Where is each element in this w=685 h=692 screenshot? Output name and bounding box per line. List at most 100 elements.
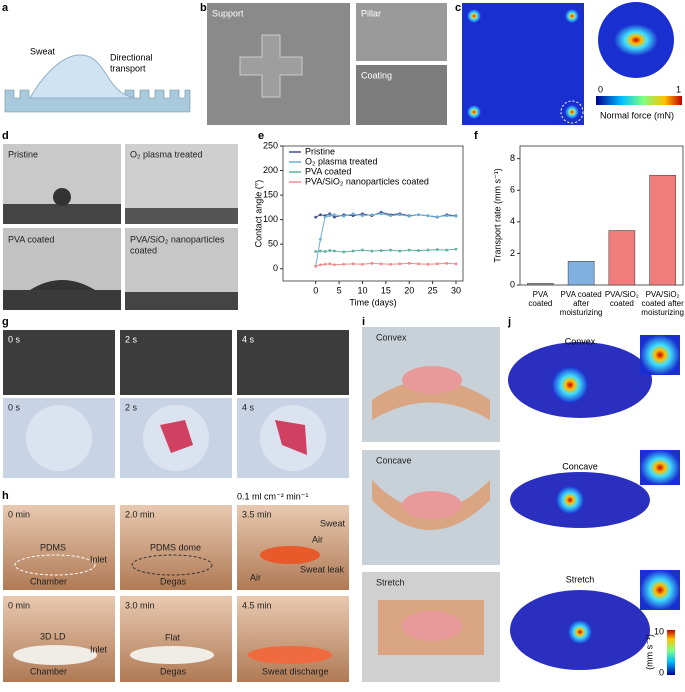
x-tick-label: PVA coated (561, 290, 602, 299)
label: transport (110, 63, 146, 73)
label: Coating (361, 70, 392, 80)
point (351, 249, 355, 253)
bar (567, 261, 595, 286)
point (328, 249, 332, 252)
y-tick-label: 50 (268, 239, 278, 249)
label: Directional (110, 52, 153, 62)
label: Sweat leak (300, 564, 345, 574)
bar (608, 230, 636, 286)
plot-frame (282, 145, 464, 282)
bar (649, 174, 676, 286)
y-tick-label: 6 (510, 185, 515, 195)
colorbar-title: Normal force (mN) (600, 110, 674, 120)
y-tick-label: 2 (510, 248, 515, 258)
x-tick-label: 20 (404, 285, 414, 295)
x-tick-label: after (573, 299, 589, 308)
y-tick-label: 150 (263, 189, 278, 199)
y-tick-label: 4 (510, 216, 515, 226)
label: 4 s (242, 402, 255, 412)
colorbar-label: 0 (659, 667, 664, 677)
point (361, 212, 364, 216)
panel-label: i (362, 316, 365, 328)
panel-a: Sweat Directional transport (4, 46, 191, 113)
point (435, 248, 439, 251)
point (314, 250, 318, 253)
label: Chamber (30, 666, 67, 676)
colorbar-label: 1 (676, 84, 681, 94)
point (370, 213, 374, 217)
label: 2.0 min (125, 509, 155, 519)
point (351, 214, 355, 218)
label: 3.5 min (242, 509, 272, 519)
panel-label: f (474, 130, 478, 142)
point (379, 249, 383, 252)
label: PVA coated (8, 234, 54, 244)
point (342, 214, 346, 218)
label: Convex (376, 332, 407, 342)
point (323, 215, 327, 219)
plot-frame (519, 145, 684, 286)
point (389, 214, 392, 218)
point (342, 250, 346, 254)
point (398, 213, 402, 217)
x-tick-label: coated (528, 299, 552, 308)
label: Degas (160, 576, 187, 586)
y-tick-label: 0 (273, 263, 278, 273)
point (435, 215, 439, 219)
legend-label: O₂ plasma treated (305, 156, 378, 166)
label: 0 min (8, 600, 30, 610)
point (370, 261, 374, 265)
point (398, 249, 402, 253)
panel-label: a (2, 2, 9, 14)
y-axis-label: Transport rate (mm s⁻¹) (492, 168, 502, 262)
label: Pristine (8, 149, 38, 159)
label: PVA/SiO₂ nanoparticles (130, 234, 225, 244)
x-tick-label: 25 (428, 285, 438, 295)
label: 0 s (8, 402, 21, 412)
point (417, 249, 420, 252)
panel-label: b (200, 2, 207, 14)
panel-g: 0 s 2 s 4 s 0 s 2 s 4 s (3, 330, 349, 478)
label: PDMS (40, 542, 66, 552)
x-axis-label: Time (days) (349, 297, 396, 307)
point (445, 261, 449, 265)
point (328, 262, 332, 266)
point (361, 214, 364, 218)
colorbar-label: 0 (598, 84, 603, 94)
label: Air (312, 534, 323, 544)
point (417, 262, 420, 266)
point (417, 213, 420, 217)
label: Convex (565, 336, 596, 346)
point (319, 213, 322, 217)
panel-label: g (2, 316, 9, 328)
point (328, 212, 332, 216)
point (342, 262, 346, 266)
panel-c: 0 1 Normal force (mN) (462, 2, 682, 125)
colorbar-label: 10 (654, 626, 664, 636)
point (426, 262, 430, 266)
panel-label: d (2, 130, 9, 142)
label: 3D LD (40, 631, 66, 641)
label: Inlet (90, 554, 108, 564)
panel-b: Support Pillar Coating (207, 3, 447, 125)
legend-label: PVA coated (305, 166, 351, 176)
legend-label: Pristine (305, 146, 335, 156)
x-tick-label: 30 (451, 285, 461, 295)
label: Sweat (320, 518, 346, 528)
label: Sweat (30, 46, 56, 56)
point (445, 214, 449, 218)
label: Flat (165, 632, 181, 642)
point (323, 250, 327, 253)
point (407, 214, 411, 218)
series-line (315, 262, 457, 267)
label: Inlet (90, 644, 108, 654)
point (361, 262, 364, 266)
point (333, 213, 336, 217)
x-tick-label: 0 (313, 285, 318, 295)
point (445, 248, 449, 252)
point (323, 262, 327, 266)
panel-h: 0.1 ml cm⁻² min⁻¹ 0 min 2.0 min 3.5 min … (3, 491, 349, 682)
y-tick-label: 250 (263, 140, 278, 150)
point (314, 264, 318, 268)
